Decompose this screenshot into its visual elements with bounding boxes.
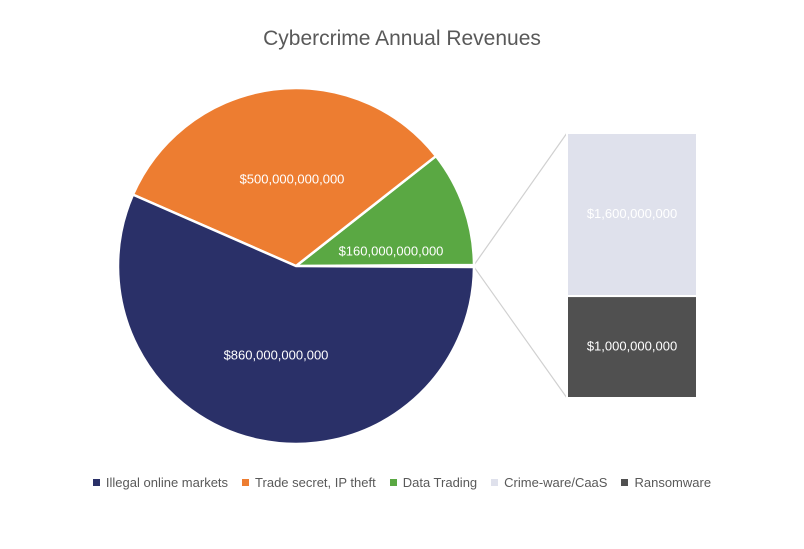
connector-line-bottom xyxy=(473,266,568,399)
legend-swatch xyxy=(242,479,250,486)
chart-legend: Illegal online markets Trade secret, IP t… xyxy=(0,475,804,490)
data-label-illegal-online-markets: $860,000,000,000 xyxy=(224,347,329,362)
legend-swatch xyxy=(621,479,629,486)
pie-chart: $160,000,000,000 $500,000,000,000 $860,000… xyxy=(116,86,698,446)
data-label-ransomware: $1,000,000,000 xyxy=(587,338,677,353)
legend-label: Data Trading xyxy=(402,475,478,490)
chart-title: Cybercrime Annual Revenues xyxy=(263,27,541,50)
pie-slice-illegal-online-markets xyxy=(116,192,476,446)
data-label-trade-secret-ip-theft: $500,000,000,000 xyxy=(240,171,345,186)
legend-swatch xyxy=(491,479,499,486)
bar-segment-crime-ware-caas xyxy=(566,132,698,298)
legend-item-data-trading: Data Trading xyxy=(389,475,478,490)
legend-item-ransomware: Ransomware xyxy=(621,475,711,490)
legend-label: Crime-ware/CaaS xyxy=(504,475,608,490)
pie-slice-data-trading xyxy=(292,154,476,268)
pie-slice-trade-secret-ip-theft xyxy=(131,86,438,268)
legend-label: Illegal online markets xyxy=(105,475,229,490)
bar-segment-ransomware xyxy=(566,295,698,400)
legend-label: Trade secret, IP theft xyxy=(255,475,376,490)
legend-item-crime-ware-caas: Crime-ware/CaaS xyxy=(491,475,607,490)
legend-swatch xyxy=(92,479,100,486)
data-label-data-trading: $160,000,000,000 xyxy=(339,243,444,258)
legend-label: Ransomware xyxy=(634,475,712,490)
data-label-crime-ware-caas: $1,600,000,000 xyxy=(587,206,677,221)
legend-swatch xyxy=(389,479,397,486)
legend-item-trade-secret-ip-theft: Trade secret, IP theft xyxy=(242,475,376,490)
connector-line-top xyxy=(473,132,568,266)
legend-item-illegal-online-markets: Illegal online markets xyxy=(92,475,229,490)
